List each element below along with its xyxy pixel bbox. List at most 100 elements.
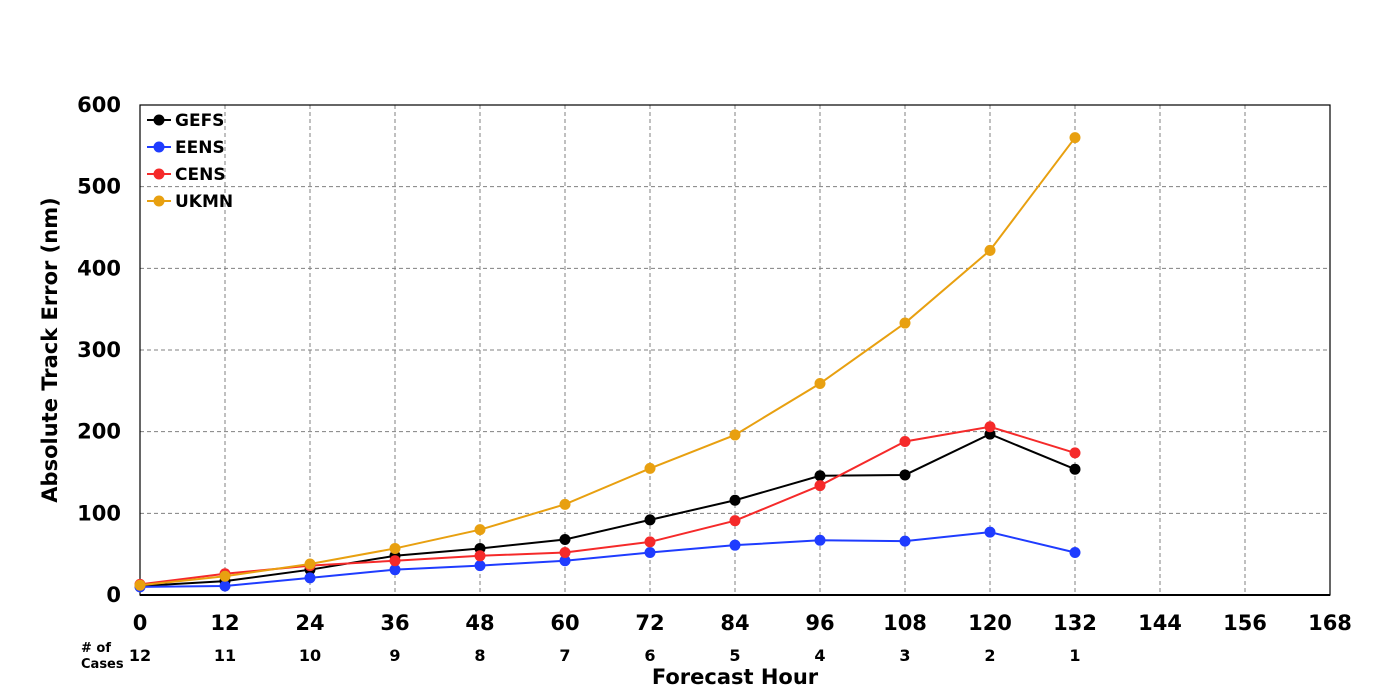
cases-row: # of Cases 12 11 10 9 8 7 6 5 4 3 2 1	[81, 641, 1081, 672]
legend: GEFS EENS CENS UKMN	[147, 111, 233, 212]
cases-count-label: 5	[729, 646, 740, 665]
series-line-cens	[139, 425, 1076, 586]
cases-count-label: 10	[299, 646, 321, 665]
cases-count-label: 8	[474, 646, 485, 665]
data-point-eens	[1069, 547, 1081, 559]
x-tick-label: 132	[1053, 611, 1097, 635]
data-point-cens	[644, 536, 656, 548]
data-point-gefs	[899, 469, 911, 481]
data-point-eens	[814, 534, 826, 546]
legend-item-eens: EENS	[147, 138, 225, 158]
legend-marker	[153, 141, 165, 153]
data-point-ukmn	[559, 498, 571, 510]
series-ukmn	[134, 132, 1081, 591]
x-tick-label: 156	[1223, 611, 1267, 635]
data-point-ukmn	[814, 377, 826, 389]
data-point-eens	[304, 572, 316, 584]
data-point-ukmn	[644, 462, 656, 474]
x-tick-label: 108	[883, 611, 927, 635]
cases-title-line1: # of	[81, 641, 111, 656]
x-tick-label: 168	[1308, 611, 1352, 635]
cases-count-label: 4	[814, 646, 825, 665]
data-point-ukmn	[899, 317, 911, 329]
data-point-ukmn	[984, 244, 996, 256]
cases-count-label: 7	[559, 646, 570, 665]
legend-marker	[153, 195, 165, 207]
data-point-cens	[899, 435, 911, 447]
series-eens	[134, 526, 1081, 593]
legend-item-cens: CENS	[147, 165, 226, 185]
data-point-cens	[814, 480, 826, 492]
legend-marker	[153, 168, 165, 180]
data-point-ukmn	[729, 429, 741, 441]
x-tick-label: 96	[805, 611, 834, 635]
data-point-ukmn	[134, 579, 146, 591]
series-line-gefs	[139, 433, 1076, 588]
data-point-cens	[474, 550, 486, 562]
legend-item-gefs: GEFS	[147, 111, 224, 131]
data-point-cens	[559, 547, 571, 559]
data-point-gefs	[814, 470, 826, 482]
cases-count-label: 2	[984, 646, 995, 665]
data-point-eens	[984, 526, 996, 538]
x-tick-label: 36	[380, 611, 409, 635]
legend-label: GEFS	[175, 111, 224, 131]
data-point-eens	[474, 560, 486, 572]
y-axis-title: Absolute Track Error (nm)	[38, 197, 62, 502]
series-line-ukmn	[139, 137, 1076, 587]
x-tick-label: 84	[720, 611, 749, 635]
series-layer	[134, 132, 1081, 593]
cases-count-label: 12	[129, 646, 151, 665]
y-tick-label: 500	[77, 175, 121, 199]
legend-label: UKMN	[175, 192, 233, 212]
cases-count-label: 3	[899, 646, 910, 665]
y-tick-label: 300	[77, 338, 121, 362]
data-point-eens	[389, 564, 401, 576]
cases-count-label: 11	[214, 646, 236, 665]
data-point-gefs	[729, 494, 741, 506]
y-tick-label: 200	[77, 420, 121, 444]
data-point-eens	[559, 555, 571, 567]
legend-item-ukmn: UKMN	[147, 192, 233, 212]
data-point-ukmn	[304, 558, 316, 570]
cases-count-label: 9	[389, 646, 400, 665]
y-tick-label: 600	[77, 93, 121, 117]
cases-count-label: 6	[644, 646, 655, 665]
data-point-gefs	[644, 514, 656, 526]
series-line-eens	[139, 531, 1076, 588]
data-point-ukmn	[219, 570, 231, 582]
data-point-ukmn	[389, 542, 401, 554]
data-point-eens	[219, 580, 231, 592]
legend-label: CENS	[175, 165, 226, 185]
data-point-gefs	[1069, 463, 1081, 475]
data-point-eens	[899, 535, 911, 547]
y-tick-label: 400	[77, 256, 121, 280]
data-point-eens	[644, 547, 656, 559]
legend-label: EENS	[175, 138, 225, 158]
data-point-cens	[389, 555, 401, 567]
y-tick-label: 0	[106, 583, 121, 607]
data-point-cens	[729, 515, 741, 527]
y-tick-labels: 0 100 200 300 400 500 600	[77, 93, 121, 607]
data-point-eens	[729, 539, 741, 551]
x-tick-label: 48	[465, 611, 494, 635]
x-tick-label: 0	[133, 611, 148, 635]
x-tick-label: 60	[550, 611, 579, 635]
series-gefs	[134, 428, 1081, 592]
data-point-ukmn	[474, 524, 486, 536]
data-point-ukmn	[1069, 132, 1081, 144]
x-axis-title: Forecast Hour	[652, 665, 819, 689]
data-point-gefs	[559, 533, 571, 545]
x-tick-label: 120	[968, 611, 1012, 635]
data-point-cens	[984, 421, 996, 433]
cases-count-label: 1	[1069, 646, 1080, 665]
x-tick-label: 72	[635, 611, 664, 635]
legend-marker	[153, 114, 165, 126]
x-tick-label: 24	[295, 611, 324, 635]
cases-title-line2: Cases	[81, 657, 124, 672]
y-tick-label: 100	[77, 501, 121, 525]
x-tick-label: 144	[1138, 611, 1182, 635]
data-point-cens	[1069, 447, 1081, 459]
